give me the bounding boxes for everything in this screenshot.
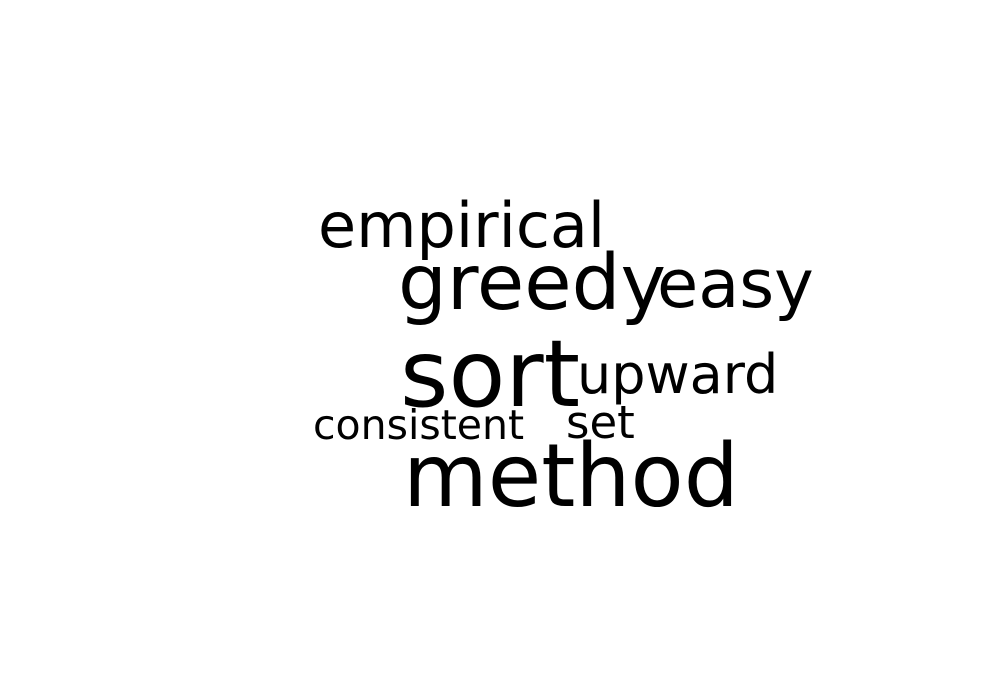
word-greedy: greedy [398, 239, 667, 328]
word-sort: sort [400, 320, 581, 428]
word-empirical: empirical [318, 189, 606, 262]
word-easy: easy [657, 245, 814, 323]
word-consistent: consistent [313, 401, 525, 449]
word-upward: upward [577, 343, 779, 406]
word-set: set [566, 396, 635, 449]
word-method: method [403, 425, 739, 527]
